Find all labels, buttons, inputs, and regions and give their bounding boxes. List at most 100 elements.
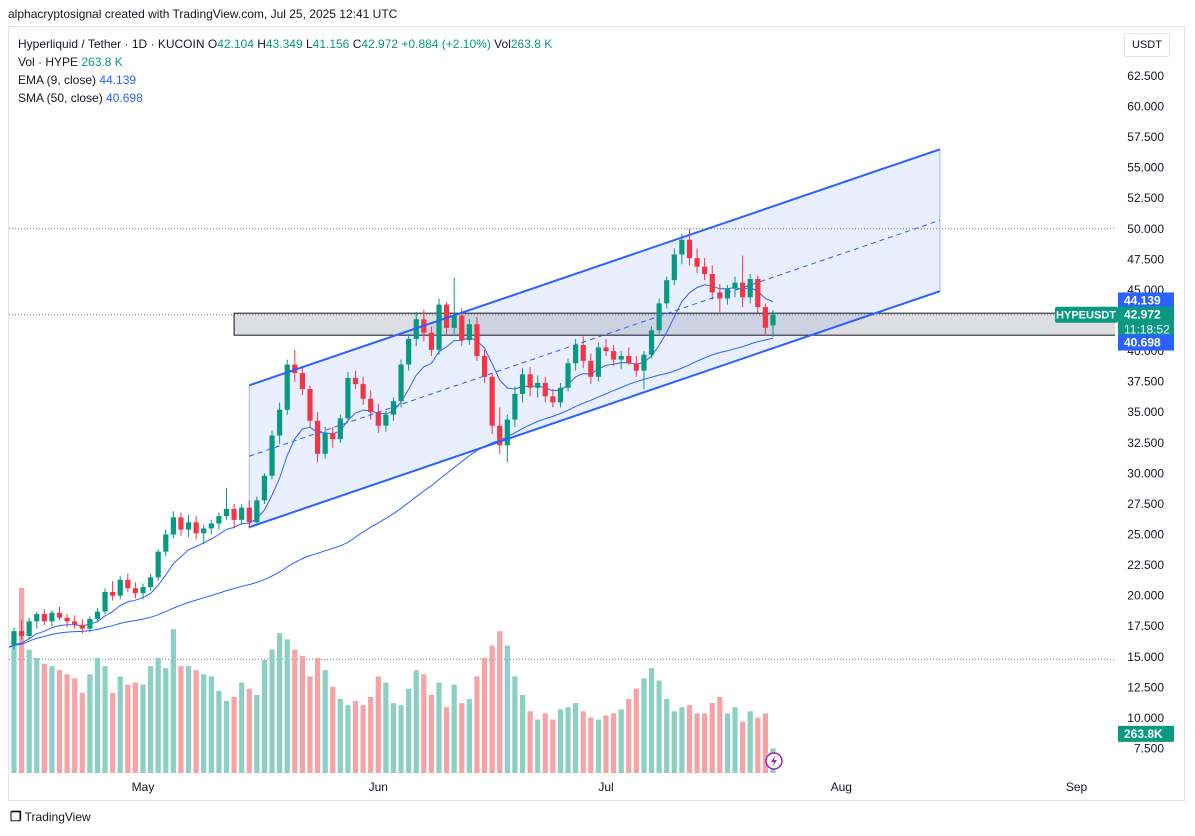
volume-bar (656, 680, 662, 773)
candle (94, 607, 101, 623)
candle (542, 376, 548, 403)
candle (770, 310, 776, 337)
candle-body (383, 414, 389, 426)
candle (648, 326, 655, 359)
candle-body (648, 330, 655, 355)
chart-attribution: alphacryptosignal created with TradingVi… (8, 7, 398, 21)
candle-body (208, 523, 214, 529)
volume-bar (34, 657, 40, 773)
volume-bar (466, 699, 472, 773)
legend-sma-row[interactable]: SMA (50, close) 40.698 (18, 89, 552, 107)
legend-volume-title: Vol · HYPE (18, 55, 79, 69)
candle-body (588, 360, 594, 377)
y-tick-label: 17.500 (1127, 619, 1164, 633)
candle-body (132, 588, 139, 594)
volume-bar (557, 709, 564, 773)
candle (557, 382, 564, 408)
volume-bar (747, 711, 753, 773)
volume-bar (375, 676, 381, 773)
y-tick-label: 10.000 (1127, 711, 1164, 725)
candle-body (398, 364, 404, 402)
candle-body (626, 355, 632, 364)
candle (201, 524, 207, 545)
candle-body (610, 351, 617, 360)
candle (117, 576, 123, 600)
volume-bar (671, 711, 677, 773)
candle (26, 617, 32, 640)
legend-symbol[interactable]: Hyperliquid / Tether · 1D · KUCOIN (18, 37, 205, 51)
volume-bar (140, 684, 146, 773)
tradingview-logo-icon: ❒ (10, 809, 22, 824)
candle (254, 496, 260, 526)
candle-body (185, 522, 192, 530)
volume-bar (535, 719, 541, 773)
candle (170, 511, 176, 539)
price-badge-bg (1118, 306, 1174, 339)
volume-bar (413, 670, 419, 773)
candle (223, 488, 230, 520)
candle (49, 610, 55, 627)
y-tick-label: 57.500 (1127, 130, 1164, 144)
candle-body (481, 355, 488, 377)
candle (626, 347, 632, 365)
volume-bar (41, 664, 47, 773)
volume-bar (239, 682, 245, 773)
currency-button[interactable]: USDT (1124, 33, 1170, 57)
candle-body (375, 412, 381, 426)
volume-bar (155, 657, 161, 773)
candle-body (740, 282, 746, 298)
volume-bar (481, 657, 488, 773)
channel-upper-line (248, 148, 941, 387)
footer-brand[interactable]: ❒ TradingView (10, 809, 91, 825)
candle (762, 303, 768, 334)
candle-body (140, 587, 146, 594)
volume-bar (724, 713, 731, 773)
legend-volume-row[interactable]: Vol · HYPE 263.8 K (18, 53, 552, 71)
candle-body (390, 401, 397, 415)
volume-bar (56, 670, 63, 773)
candle (163, 529, 169, 557)
candle-body (56, 612, 63, 618)
candle-body (330, 433, 336, 440)
candle (406, 333, 412, 371)
volume-bar (4, 676, 9, 773)
volume-bar (694, 713, 700, 773)
candle-body (79, 625, 85, 629)
candle (299, 366, 305, 396)
candle (679, 233, 685, 265)
footer-brand-text: TradingView (24, 810, 91, 824)
y-tick-label: 30.000 (1127, 466, 1164, 480)
legend-sma-value: 40.698 (106, 91, 143, 105)
y-tick-label: 25.000 (1127, 528, 1164, 542)
candle-body (110, 592, 116, 596)
candle (345, 371, 351, 423)
candle-body (762, 307, 768, 328)
axis-badge-bg (1118, 725, 1174, 742)
axis-badge-bg (1118, 334, 1174, 351)
candle-body (770, 314, 776, 326)
candle-body (702, 266, 708, 275)
volume-bar (345, 705, 351, 773)
legend-high: 43.349 (265, 37, 303, 51)
x-tick-label: Jun (369, 780, 388, 794)
volume-bar (72, 678, 78, 773)
volume-bar (117, 676, 123, 773)
candle-body (679, 239, 685, 255)
candle (277, 402, 283, 445)
candle (755, 275, 761, 314)
axis-badge-value: 44.139 (1124, 293, 1161, 307)
candle (87, 616, 93, 633)
volume-bar (49, 666, 55, 773)
y-tick-label: 7.500 (1134, 742, 1164, 756)
candle (664, 276, 670, 309)
legend-ema-row[interactable]: EMA (9, close) 44.139 (18, 71, 552, 89)
candle (147, 573, 154, 591)
candle (132, 582, 139, 599)
volume-bar (322, 670, 328, 773)
candle (216, 512, 222, 530)
candle-body (261, 475, 268, 501)
volume-bar (216, 690, 222, 773)
volume-bar (231, 696, 237, 773)
candle (740, 255, 746, 308)
